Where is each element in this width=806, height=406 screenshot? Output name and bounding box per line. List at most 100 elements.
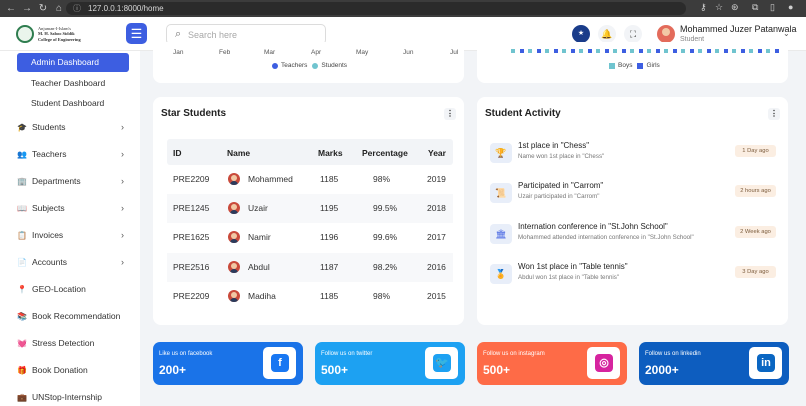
cell-name[interactable]: Madiha <box>248 291 276 301</box>
sidebar-item-student-dashboard[interactable]: Student Dashboard <box>31 98 105 108</box>
search-input[interactable] <box>188 28 318 42</box>
legend-girls: Girls <box>646 62 660 69</box>
social-icon-badge[interactable]: in <box>749 347 782 379</box>
sidebar-item-book-donation[interactable]: 🎁 Book Donation <box>16 363 128 377</box>
table-row[interactable] <box>167 282 453 311</box>
star-icon[interactable]: ☆ <box>715 2 724 12</box>
fullscreen-icon[interactable]: ⛶ <box>624 25 642 43</box>
college-logo[interactable]: Anjuman-I-Islam's M. H. Saboo Siddik Col… <box>16 23 90 45</box>
chevron-right-icon: › <box>121 176 124 186</box>
sidebar-item-label: Invoices <box>32 230 64 240</box>
language-flag-icon[interactable]: ★ <box>572 25 590 43</box>
sidebar-item-students[interactable]: 🎓 Students › <box>16 120 128 134</box>
user-role: Student <box>680 36 705 43</box>
social-count: 500+ <box>321 363 349 377</box>
sidebar-item-teacher-dashboard[interactable]: Teacher Dashboard <box>31 78 106 88</box>
cell-id: PRE2209 <box>173 174 210 184</box>
activity-time-badge: 2 Week ago <box>735 226 776 238</box>
activity-description: Name won 1st place in "Chess" <box>518 153 605 160</box>
social-icon-badge[interactable]: 🐦 <box>425 347 458 379</box>
cell-percentage: 99.6% <box>373 232 398 242</box>
social-card-instagram[interactable]: Follow us on instagram 500+ ◎ <box>477 342 627 385</box>
chevron-down-icon[interactable]: ⌄ <box>783 29 790 38</box>
student-avatar <box>228 261 240 273</box>
books-icon: 📚 <box>17 311 27 321</box>
hamburger-icon: ☰ <box>130 26 143 41</box>
social-card-facebook[interactable]: Like us on facebook 200+ f <box>153 342 303 385</box>
student-avatar <box>228 231 240 243</box>
sidebar-item-teachers[interactable]: 👥 Teachers › <box>16 147 128 161</box>
menu-toggle-button[interactable]: ☰ <box>126 23 147 44</box>
cell-id: PRE2516 <box>173 262 210 272</box>
table-row[interactable] <box>167 165 453 194</box>
split-icon[interactable]: ▯ <box>770 2 775 12</box>
social-label: Follow us on linkedin <box>645 351 701 357</box>
social-label: Follow us on twitter <box>321 351 373 357</box>
key-icon[interactable]: ⚷ <box>700 2 707 12</box>
gift-icon: 🎁 <box>17 365 27 375</box>
col-year: Year <box>428 148 446 158</box>
sidebar-item-unstop-internship[interactable]: 💼 UNStop-Internship <box>16 390 128 404</box>
bar-chart-bar <box>774 49 779 53</box>
linkedin-icon: in <box>757 354 775 372</box>
cell-percentage: 98% <box>373 291 391 301</box>
chevron-right-icon: › <box>121 122 124 132</box>
bell-icon[interactable]: 🔔 <box>598 25 616 43</box>
social-card-linkedin[interactable]: Follow us on linkedin 2000+ in <box>639 342 789 385</box>
table-row[interactable] <box>167 223 453 252</box>
puzzle-icon[interactable]: ⧉ <box>752 2 759 12</box>
sidebar-item-invoices[interactable]: 📋 Invoices › <box>16 228 128 242</box>
activity-title: 1st place in "Chess" <box>518 141 590 150</box>
map-pin-icon: 📍 <box>17 284 27 294</box>
cell-year: 2018 <box>427 203 446 213</box>
table-header <box>167 139 453 165</box>
bar-chart-bar <box>621 49 626 53</box>
activity-time-badge: 3 Day ago <box>735 266 776 278</box>
logo-line-2: M. H. Saboo Siddik <box>38 31 75 37</box>
social-icon-badge[interactable]: ◎ <box>587 347 620 379</box>
sidebar-item-book-recommendation[interactable]: 📚 Book Recommendation <box>16 309 128 323</box>
social-card-twitter[interactable]: Follow us on twitter 500+ 🐦 <box>315 342 465 385</box>
activity-description: Mohammed attended internation conference… <box>518 234 694 241</box>
sidebar-item-geo-location[interactable]: 📍 GEO-Location <box>16 282 128 296</box>
reload-icon[interactable]: ↻ <box>38 3 48 14</box>
bar-chart-legend: Boys Girls <box>609 62 660 69</box>
sidebar-item-departments[interactable]: 🏢 Departments › <box>16 174 128 188</box>
activity-time-badge: 1 Day ago <box>735 145 776 157</box>
sidebar-item-subjects[interactable]: 📖 Subjects › <box>16 201 128 215</box>
student-activity-more-icon[interactable]: ⋮ <box>768 108 780 120</box>
bar-chart-bar <box>587 49 592 53</box>
back-icon[interactable]: ← <box>6 3 16 14</box>
cell-name[interactable]: Mohammed <box>248 174 293 184</box>
building-icon: 🏢 <box>17 176 27 186</box>
address-bar[interactable]: ⓘ 127.0.0.1:8000/home <box>66 2 686 15</box>
cell-name[interactable]: Abdul <box>248 262 270 272</box>
cell-name[interactable]: Uzair <box>248 203 268 213</box>
table-row[interactable] <box>167 253 453 282</box>
forward-icon[interactable]: → <box>22 3 32 14</box>
sidebar-item-label: Subjects <box>32 203 65 213</box>
star-students-more-icon[interactable]: ⋮ <box>444 108 456 120</box>
search-icon: ⌕ <box>175 28 182 40</box>
cell-name[interactable]: Namir <box>248 232 271 242</box>
sidebar-item-admin-dashboard[interactable]: Admin Dashboard <box>17 53 129 72</box>
sidebar-item-accounts[interactable]: 📄 Accounts › <box>16 255 128 269</box>
social-icon-badge[interactable]: f <box>263 347 296 379</box>
cell-year: 2016 <box>427 262 446 272</box>
user-avatar[interactable] <box>657 25 675 43</box>
legend-students: Students <box>321 62 348 69</box>
site-info-icon[interactable]: ⓘ <box>73 4 81 13</box>
activity-time-badge: 2 hours ago <box>735 185 776 197</box>
cell-marks: 1196 <box>320 232 339 242</box>
cell-marks: 1185 <box>320 291 339 301</box>
profile-icon[interactable]: ● <box>788 2 794 12</box>
activity-title: Participated in "Carrom" <box>518 181 604 190</box>
cell-year: 2017 <box>427 232 446 242</box>
sidebar-item-stress-detection[interactable]: 💓 Stress Detection <box>16 336 128 350</box>
home-icon[interactable]: ⌂ <box>55 3 63 14</box>
table-row[interactable] <box>167 194 453 223</box>
search-box[interactable]: ⌕ <box>166 24 326 45</box>
activity-title: Won 1st place in "Table tennis" <box>518 262 628 271</box>
user-name[interactable]: Mohammed Juzer Patanwala <box>680 24 797 34</box>
extension-icon[interactable]: ⊛ <box>731 2 739 12</box>
